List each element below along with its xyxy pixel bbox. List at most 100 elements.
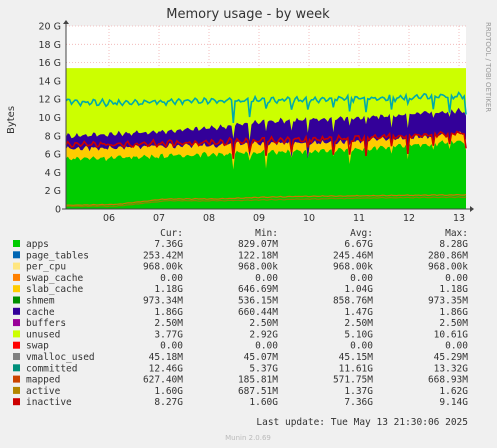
legend-value-max: 9.14G (439, 397, 468, 408)
legend-swatch (13, 341, 20, 349)
legend-row: inactive 8.27G 1.60G 7.36G 9.14G (13, 397, 468, 408)
legend-value-cur: 253.42M (143, 250, 183, 261)
legend-value-max: 968.00k (428, 262, 468, 273)
legend-swatch (13, 296, 20, 304)
legend-series-name: swap_cache (26, 273, 83, 284)
legend-value-avg: 858.76M (333, 296, 373, 307)
y-tick-label: 0 (55, 205, 61, 216)
legend-swatch (13, 273, 20, 281)
legend-value-cur: 973.34M (143, 296, 183, 307)
legend-row: page_tables 253.42M 122.18M 245.46M 280.86M (13, 250, 468, 261)
legend-value-cur: 7.36G (154, 239, 183, 250)
y-tick-label: 2 G (45, 186, 61, 197)
legend-row: cache 1.86G 660.44M 1.47G 1.86G (13, 307, 468, 318)
legend-row: shmem 973.34M 536.15M 858.76M 973.35M (13, 296, 468, 307)
legend-value-cur: 12.46G (149, 363, 184, 374)
legend-row: per_cpu 968.00k 968.00k 968.00k 968.00k (13, 262, 468, 273)
legend-swatch (13, 386, 20, 394)
legend-swatch (13, 262, 20, 270)
x-tick-labels: 06 07 08 09 10 11 12 13 (103, 213, 465, 224)
legend-swatch (13, 364, 20, 372)
legend-value-max: 280.86M (428, 250, 468, 261)
legend-series-name: unused (26, 329, 60, 340)
x-tick-label: 07 (153, 213, 165, 224)
y-tick-labels: 0 2 G 4 G 6 G 8 G 10 G 12 G 14 G 16 G 18 G 20 G (39, 22, 61, 216)
legend-col-header: Min: (255, 228, 278, 239)
legend-value-avg: 11.61G (339, 363, 374, 374)
legend-value-max: 8.28G (439, 239, 468, 250)
side-label: RRDTOOL / TOBI OETIKER (484, 22, 492, 112)
legend-value-min: 536.15M (238, 296, 278, 307)
legend-value-min: 45.07M (244, 352, 279, 363)
legend-series-name: committed (26, 363, 77, 374)
legend-value-max: 0.00 (445, 273, 468, 284)
legend-series-name: shmem (26, 296, 55, 307)
y-axis-label: Bytes (6, 106, 17, 134)
legend-value-avg: 1.37G (344, 386, 373, 397)
line-committed (65, 91, 467, 123)
legend-value-cur: 0.00 (160, 273, 183, 284)
legend-value-max: 13.32G (434, 363, 469, 374)
legend-value-min: 1.60G (249, 397, 278, 408)
legend-headers: Cur: Min: Avg: Max: (160, 228, 468, 239)
legend-value-cur: 1.86G (154, 307, 183, 318)
legend-value-avg: 2.50M (344, 318, 373, 329)
legend-value-avg: 0.00 (350, 273, 373, 284)
legend-col-header: Avg: (350, 228, 373, 239)
legend-value-avg: 245.46M (333, 250, 373, 261)
legend-value-min: 2.92G (249, 329, 278, 340)
legend-value-min: 185.81M (238, 375, 278, 386)
legend-row: vmalloc_used 45.18M 45.07M 45.15M 45.29M (13, 352, 468, 363)
legend-value-max: 10.61G (434, 329, 469, 340)
legend-swatch (13, 330, 20, 338)
legend-swatch (13, 375, 20, 383)
legend-row: committed 12.46G 5.37G 11.61G 13.32G (13, 363, 468, 374)
legend-value-avg: 571.75M (333, 375, 373, 386)
x-axis-arrow (470, 206, 474, 212)
legend-series-name: buffers (26, 318, 66, 329)
legend-value-min: 2.50M (249, 318, 278, 329)
legend-col-header: Max: (445, 228, 468, 239)
legend-value-cur: 1.60G (154, 386, 183, 397)
chart-title: Memory usage - by week (166, 7, 330, 22)
legend-swatch (13, 398, 20, 406)
y-tick-label: 4 G (45, 168, 61, 179)
legend-col-header: Cur: (160, 228, 183, 239)
legend-row: unused 3.77G 2.92G 5.10G 10.61G (13, 329, 468, 340)
legend-row: apps 7.36G 829.07M 6.67G 8.28G (13, 239, 468, 250)
munin-version: Munin 2.0.69 (225, 434, 271, 442)
line-active (65, 196, 467, 208)
legend-value-cur: 0.00 (160, 341, 183, 352)
y-tick-label: 10 G (39, 113, 61, 124)
legend-value-avg: 968.00k (333, 262, 373, 273)
legend-series-name: per_cpu (26, 262, 66, 273)
legend-value-avg: 0.00 (350, 341, 373, 352)
legend-swatch (13, 307, 20, 315)
legend-value-min: 122.18M (238, 250, 278, 261)
legend-value-max: 0.00 (445, 341, 468, 352)
legend-row: swap_cache 0.00 0.00 0.00 0.00 (13, 273, 468, 284)
legend-value-cur: 8.27G (154, 397, 183, 408)
legend-value-max: 668.93M (428, 375, 468, 386)
legend-series-name: slab_cache (26, 284, 83, 295)
x-tick-label: 06 (103, 213, 115, 224)
area-apps (66, 140, 466, 209)
legend-value-max: 1.86G (439, 307, 468, 318)
legend-value-avg: 1.47G (344, 307, 373, 318)
legend-value-max: 2.50M (439, 318, 468, 329)
legend-series-name: vmalloc_used (26, 352, 95, 363)
last-update: Last update: Tue May 13 21:30:06 2025 (256, 417, 468, 428)
x-tick-label: 10 (303, 213, 315, 224)
legend-row: swap 0.00 0.00 0.00 0.00 (13, 341, 468, 352)
legend-value-avg: 1.04G (344, 284, 373, 295)
legend-value-max: 973.35M (428, 296, 468, 307)
legend-swatch (13, 240, 20, 247)
legend-value-min: 660.44M (238, 307, 278, 318)
legend-swatch (13, 353, 20, 360)
legend-value-min: 0.00 (255, 273, 278, 284)
legend-value-cur: 968.00k (143, 262, 183, 273)
legend-value-min: 5.37G (249, 363, 278, 374)
y-tick-label: 20 G (39, 22, 61, 33)
legend-swatch (13, 285, 20, 293)
